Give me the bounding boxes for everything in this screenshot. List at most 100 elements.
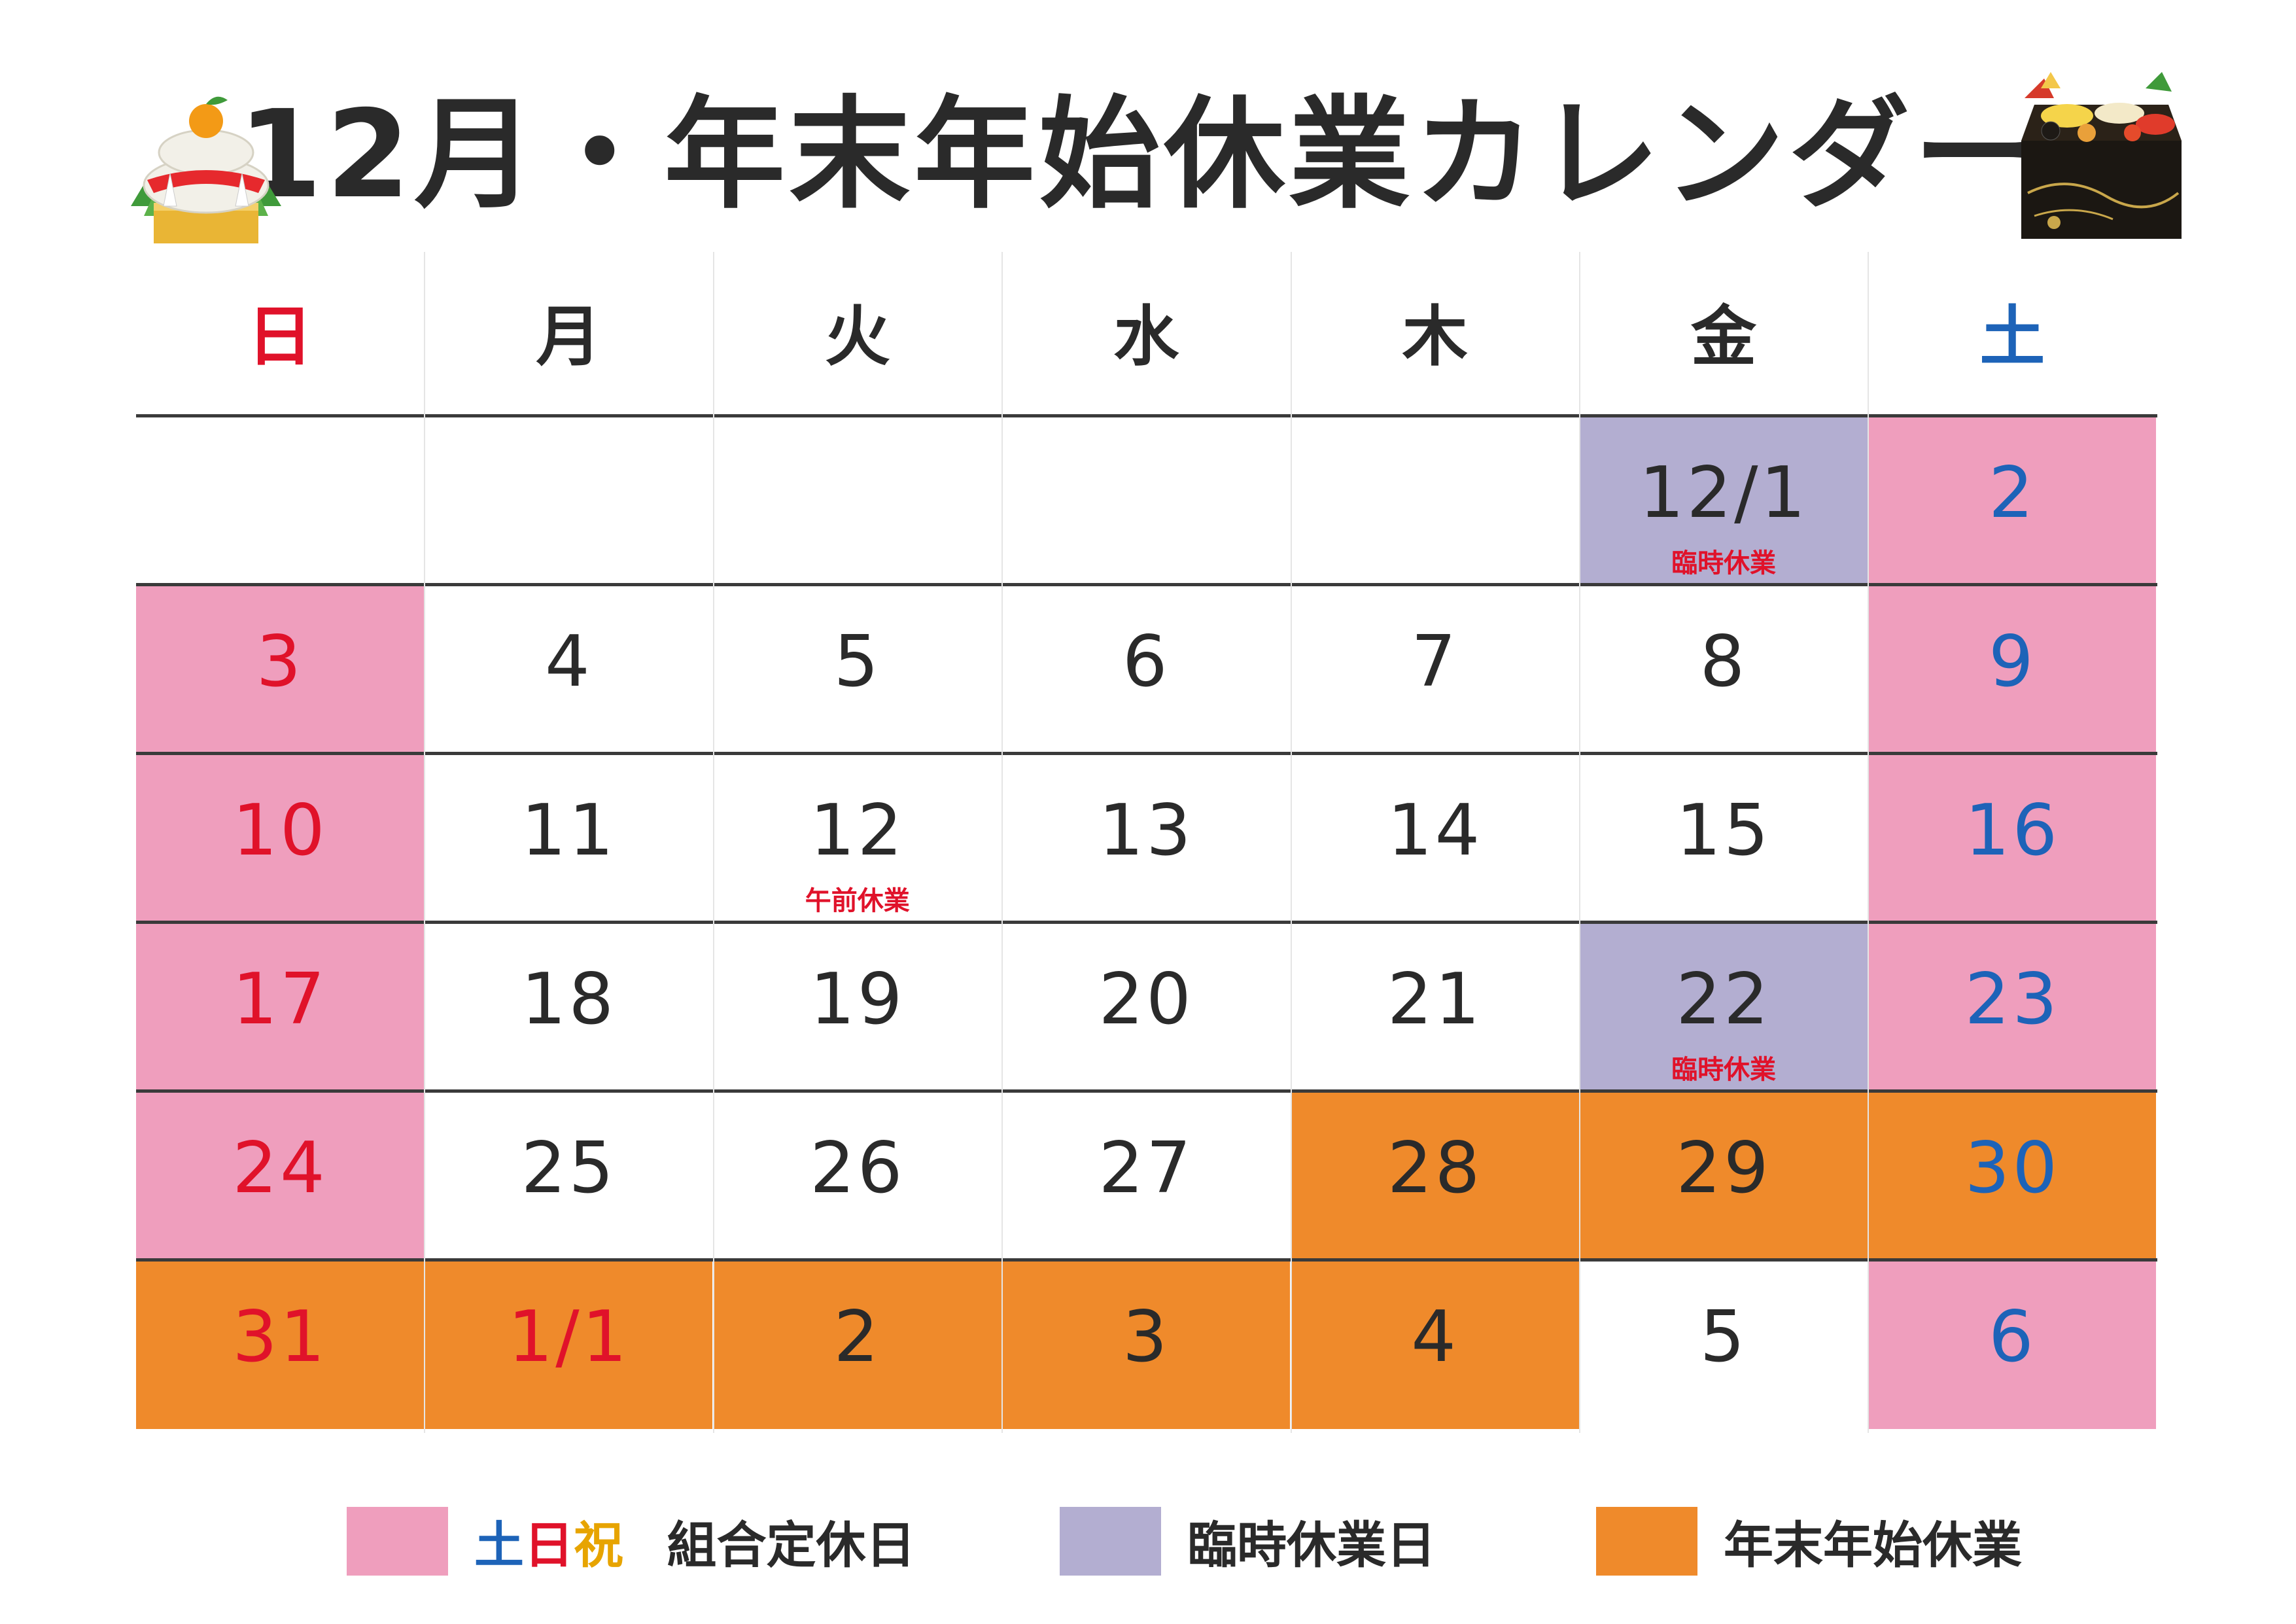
weekday-4: 木 (1402, 298, 1468, 375)
day-number: 12 (810, 789, 905, 872)
calendar-day: 7 (1291, 586, 1579, 754)
day-number (714, 417, 1001, 568)
day-number: 24 (232, 1127, 328, 1209)
calendar-day: 1/1 (425, 1262, 713, 1429)
weekday-1: 月 (536, 298, 602, 375)
calendar-day: 13 (1002, 755, 1290, 923)
calendar-day: 3 (1002, 1262, 1291, 1429)
day-number: 26 (810, 1127, 905, 1209)
day-number: 4 (545, 620, 593, 703)
calendar-day: 17 (136, 924, 424, 1091)
calendar-day: 22 臨時休業 (1580, 924, 1868, 1091)
calendar-day: 10 (136, 755, 424, 923)
legend-saturday-char: 土 (474, 1516, 524, 1574)
day-number: 8 (1699, 620, 1748, 703)
day-number: 22 (1676, 958, 1771, 1040)
calendar-day: 21 (1291, 924, 1579, 1091)
day-number: 25 (521, 1127, 617, 1209)
row-divider (136, 414, 2157, 417)
day-number: 13 (1098, 789, 1194, 872)
kagami-mochi-icon (124, 75, 288, 249)
weekday-5: 金 (1691, 298, 1756, 375)
page-title: 12月・年末年始休業カレンダー (237, 84, 2039, 225)
calendar-day (136, 417, 424, 585)
calendar-day: 18 (425, 924, 712, 1091)
day-number: 21 (1387, 958, 1483, 1040)
row-divider (136, 752, 2157, 755)
day-number: 10 (232, 789, 328, 872)
day-number: 7 (1411, 620, 1459, 703)
row-divider (136, 583, 2157, 586)
legend-weekend-swatch (347, 1506, 448, 1576)
day-number: 12/1 (1639, 451, 1809, 534)
calendar-day: 2 (1868, 417, 2157, 585)
row-divider (136, 1258, 2157, 1262)
calendar-day: 11 (425, 755, 712, 923)
legend-temporary-label: 臨時休業日 (1187, 1516, 1436, 1574)
day-number: 4 (1411, 1296, 1459, 1378)
calendar-day: 25 (425, 1093, 712, 1260)
calendar-day (425, 417, 712, 585)
calendar-day: 4 (425, 586, 712, 754)
day-number: 14 (1387, 789, 1483, 872)
row-divider (136, 1089, 2157, 1093)
weekday-2: 火 (824, 298, 890, 375)
calendar-day (1291, 417, 1579, 585)
weekday-0: 日 (247, 298, 313, 375)
day-number: 6 (1122, 620, 1170, 703)
calendar-day (714, 417, 1001, 585)
calendar-day: 23 (1868, 924, 2157, 1091)
legend-newyear-label: 年末年始休業 (1724, 1516, 2022, 1574)
calendar-day: 2 (713, 1262, 1001, 1429)
day-number (425, 417, 712, 568)
day-number (1291, 417, 1579, 568)
legend-sunday-char: 日 (524, 1516, 574, 1574)
day-note: 臨時休業 (1671, 548, 1776, 578)
calendar-grid: 12/1 臨時休業 2 3 4 5 6 7 8 9 10 11 12 午前休業 13 14 15 16 17 18 19… (136, 415, 2157, 1436)
day-number: 18 (521, 958, 617, 1040)
column-separator (1579, 252, 1580, 1433)
osechi-box-icon (2015, 62, 2188, 245)
calendar-day: 3 (136, 586, 424, 754)
row-divider (136, 921, 2157, 924)
calendar-day: 9 (1868, 586, 2157, 754)
calendar-day: 26 (714, 1093, 1001, 1260)
day-number: 6 (1989, 1296, 2036, 1378)
day-number: 30 (1964, 1127, 2061, 1209)
column-separator (712, 252, 714, 1433)
day-number: 9 (1989, 620, 2036, 703)
legend-weekend: 土日祝 組合定休日 (347, 1505, 915, 1577)
day-number: 5 (1699, 1296, 1748, 1378)
calendar-day: 12 午前休業 (714, 755, 1001, 923)
legend-temporary: 臨時休業日 (1060, 1505, 1436, 1577)
calendar-day: 6 (1868, 1262, 2157, 1429)
day-number: 3 (1122, 1296, 1170, 1378)
day-number: 31 (232, 1296, 328, 1378)
column-separator (1001, 252, 1003, 1433)
calendar-day: 14 (1291, 755, 1579, 923)
day-number: 20 (1098, 958, 1194, 1040)
legend-holiday-char: 祝 (574, 1516, 623, 1574)
day-number: 16 (1964, 789, 2061, 872)
day-number: 27 (1098, 1127, 1194, 1209)
day-number: 15 (1676, 789, 1771, 872)
legend-newyear-swatch (1596, 1506, 1697, 1576)
day-number: 2 (1989, 451, 2036, 534)
weekday-6: 土 (1979, 298, 2045, 375)
day-number: 3 (256, 620, 304, 703)
calendar-day: 20 (1002, 924, 1290, 1091)
day-number: 23 (1964, 958, 2061, 1040)
day-number: 28 (1387, 1127, 1483, 1209)
calendar-day: 16 (1868, 755, 2157, 923)
calendar-day: 29 (1580, 1093, 1868, 1260)
calendar-day: 24 (136, 1093, 424, 1260)
day-note: 臨時休業 (1671, 1055, 1776, 1085)
weekday-3: 水 (1113, 298, 1179, 375)
column-separator (424, 252, 426, 1433)
column-separator (1290, 252, 1292, 1433)
calendar-day: 6 (1002, 586, 1290, 754)
day-number: 5 (833, 620, 882, 703)
legend-temporary-swatch (1060, 1506, 1161, 1576)
column-separator (1868, 252, 1870, 1433)
day-number (1002, 417, 1290, 568)
